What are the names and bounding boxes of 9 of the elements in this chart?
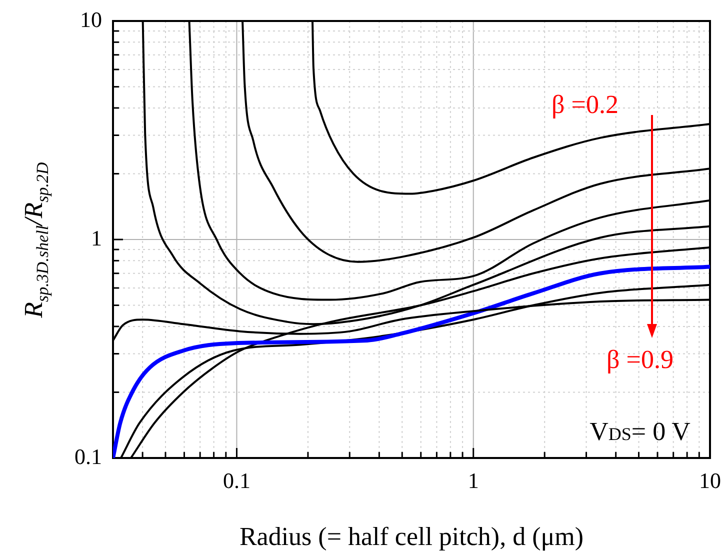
x-tick-label: 0.1 xyxy=(222,468,250,493)
annotation: β =0.9 xyxy=(606,345,674,375)
y-tick-label: 0.1 xyxy=(74,444,102,469)
x-axis-title: Radius (= half cell pitch), d (μm) xyxy=(239,522,584,552)
x-tick-label: 1 xyxy=(468,468,479,493)
x-tick-label: 10 xyxy=(699,468,721,493)
y-tick-label: 1 xyxy=(91,225,102,250)
annotation: β =0.2 xyxy=(552,90,618,120)
y-tick-label: 10 xyxy=(80,6,102,32)
